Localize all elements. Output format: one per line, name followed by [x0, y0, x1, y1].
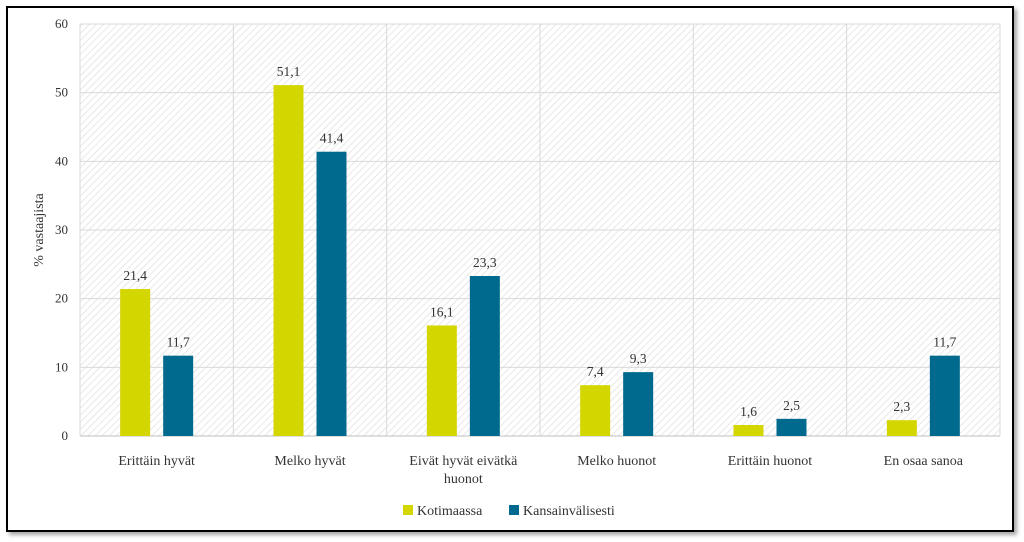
data-label: 51,1 — [277, 64, 301, 79]
data-label: 1,6 — [740, 404, 757, 419]
bar — [623, 372, 654, 436]
data-label: 7,4 — [587, 364, 604, 379]
y-axis-ticks: 0 10 20 30 40 50 60 — [55, 16, 68, 443]
y-tick-label: 10 — [55, 359, 68, 374]
bar — [273, 85, 304, 436]
x-category-label: Erittäin hyvät — [118, 454, 195, 469]
data-label: 2,5 — [783, 398, 800, 413]
x-category-label: huonot — [444, 472, 483, 487]
x-category-label: Melko hyvät — [274, 454, 345, 469]
y-tick-label: 40 — [55, 153, 68, 168]
data-label: 16,1 — [430, 304, 454, 319]
data-label: 11,7 — [933, 335, 956, 350]
legend: Kotimaassa Kansainvälisesti — [403, 504, 615, 519]
data-label: 21,4 — [123, 268, 147, 283]
legend-label: Kansainvälisesti — [523, 504, 615, 519]
bar — [316, 151, 347, 436]
data-label: 41,4 — [320, 131, 344, 146]
data-label: 11,7 — [167, 335, 190, 350]
data-label: 2,3 — [893, 399, 910, 414]
x-category-label: Erittäin huonot — [728, 454, 812, 469]
bar — [163, 355, 194, 436]
y-tick-label: 50 — [55, 85, 68, 100]
x-category-label: Eivät hyvät eivätkä — [409, 454, 518, 469]
x-axis-categories: Erittäin hyvät Melko hyvät Eivät hyvät eiv… — [118, 454, 963, 487]
y-axis-label: % vastaajista — [32, 192, 47, 266]
bar — [120, 289, 151, 436]
data-label: 23,3 — [473, 255, 497, 270]
bar — [426, 325, 457, 436]
y-tick-label: 60 — [55, 16, 68, 31]
bars-group: 21,4 11,7 51,1 41,4 16,1 23,3 7,4 9,3 1,6 2,5 2,3 1… — [120, 64, 960, 436]
gridlines — [79, 23, 1001, 437]
bar — [886, 420, 917, 436]
bar — [733, 425, 764, 436]
legend-swatch — [403, 505, 413, 515]
bar — [469, 276, 500, 436]
bar — [580, 385, 611, 436]
legend-label: Kotimaassa — [417, 504, 483, 519]
bar — [929, 355, 960, 436]
data-label: 9,3 — [630, 351, 647, 366]
x-category-label: En osaa sanoa — [884, 454, 964, 469]
x-category-label: Melko huonot — [577, 454, 656, 469]
y-tick-label: 0 — [62, 428, 69, 443]
y-tick-label: 30 — [55, 222, 68, 237]
legend-swatch — [509, 505, 519, 515]
y-tick-label: 20 — [55, 291, 68, 306]
bar — [776, 418, 807, 436]
